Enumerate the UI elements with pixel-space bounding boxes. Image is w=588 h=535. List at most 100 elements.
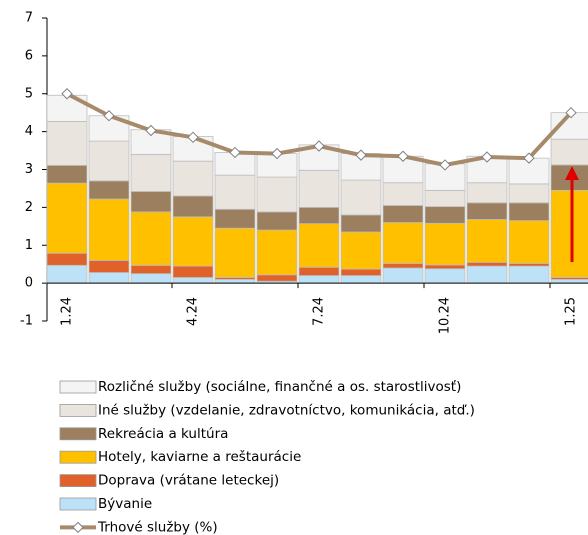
y-tick-label: -1 (20, 314, 33, 329)
bar-segment (214, 208, 256, 229)
line-marker (145, 124, 157, 137)
bar-segment (172, 265, 214, 278)
y-tick-label: 5 (25, 86, 33, 101)
annotation-arrow-head (565, 166, 579, 180)
line-marker (523, 152, 535, 164)
bar-segment (88, 198, 130, 261)
bar-segment (508, 183, 550, 204)
bar-segment (130, 273, 172, 284)
bar-segment (424, 222, 466, 266)
bar-segment (466, 202, 508, 220)
bar-segment (88, 259, 130, 273)
bar-segment (340, 179, 382, 216)
legend-swatch (59, 474, 97, 488)
bar-segment (340, 275, 382, 284)
x-tick-label: 4.24 (186, 297, 201, 326)
bar-segment (130, 191, 172, 213)
bar-segment (256, 211, 298, 231)
bar-segment (88, 140, 130, 182)
legend-swatch (59, 427, 97, 441)
bar-segment (46, 120, 88, 166)
legend-label: Iné služby (vzdelanie, zdravotníctvo, ko… (98, 402, 475, 418)
legend-label: Bývanie (98, 496, 152, 512)
bar-segment (466, 265, 508, 284)
bar-segment (256, 274, 298, 282)
bar-segment (214, 227, 256, 278)
line-marker (61, 88, 73, 100)
bar-segment (46, 164, 88, 184)
bar-segment (298, 275, 340, 284)
bar-segment (382, 182, 424, 206)
bar-segment (382, 263, 424, 269)
bar-segment (550, 189, 588, 278)
bar-segment (550, 278, 588, 284)
bar-segment (382, 222, 424, 264)
line-marker (481, 151, 493, 163)
line-marker (355, 149, 367, 161)
bar-segment (46, 264, 88, 284)
y-tick-label: 0 (25, 276, 33, 291)
y-tick-label: 6 (25, 48, 33, 63)
bar-segment (46, 182, 88, 254)
bar-segment (424, 268, 466, 284)
bar-segment (340, 231, 382, 270)
bar-segment (46, 252, 88, 266)
line-marker (187, 131, 199, 144)
bar-segment (298, 266, 340, 276)
legend-label: Trhové služby (%) (97, 519, 218, 535)
x-tick-label: 1.24 (60, 297, 75, 326)
bar-segment (172, 195, 214, 218)
y-tick-label: 4 (25, 124, 33, 139)
bar-segment (382, 267, 424, 284)
bar-segment (298, 169, 340, 208)
bar-segment (88, 180, 130, 200)
bar-segment (298, 206, 340, 225)
line-marker (397, 150, 409, 162)
bar-segment (88, 272, 130, 284)
bar-segment (214, 278, 256, 284)
legend-marker (72, 521, 84, 534)
bar-segment (172, 277, 214, 284)
line-marker (229, 146, 241, 159)
bar-segment (550, 138, 588, 166)
line-marker (565, 106, 577, 119)
legend-label: Rozličné služby (sociálne, finančné a os… (98, 379, 461, 395)
legend-swatch (59, 450, 97, 464)
bar-segment (256, 229, 298, 276)
bar-segment (508, 265, 550, 284)
line-marker (439, 159, 451, 171)
y-tick-label: 2 (25, 200, 33, 215)
bar-segment (340, 268, 382, 276)
bar-segment (508, 220, 550, 264)
x-tick-label: 7.24 (312, 297, 327, 326)
legend-label: Rekreácia a kultúra (98, 426, 228, 442)
y-tick-label: 3 (25, 162, 33, 177)
legend-swatch (59, 403, 97, 417)
bar-segment (508, 202, 550, 222)
legend-swatch (59, 380, 97, 394)
bar-segment (256, 176, 298, 213)
line-marker (103, 110, 115, 122)
bar-segment (466, 219, 508, 263)
bar-segment (172, 160, 214, 197)
bar-segment (424, 206, 466, 224)
x-tick-label: 10.24 (438, 297, 453, 334)
bar-segment (424, 189, 466, 208)
line-marker (313, 140, 325, 152)
bar-segment (424, 264, 466, 270)
bar-segment (130, 211, 172, 266)
legend-swatch (59, 497, 97, 511)
bar-segment (130, 264, 172, 275)
bar-segment (340, 214, 382, 233)
legend-label: Hotely, kaviarne a reštaurácie (98, 449, 301, 465)
bar-segment (172, 216, 214, 267)
bar-segment (214, 174, 256, 210)
y-tick-label: 1 (25, 238, 33, 253)
bar-segment (382, 205, 424, 223)
x-tick-label: 1.25 (564, 297, 579, 326)
line-marker (271, 147, 283, 160)
y-tick-label: 7 (25, 11, 33, 26)
legend-label: Doprava (vrátane leteckej) (98, 473, 279, 489)
bar-segment (466, 182, 508, 204)
